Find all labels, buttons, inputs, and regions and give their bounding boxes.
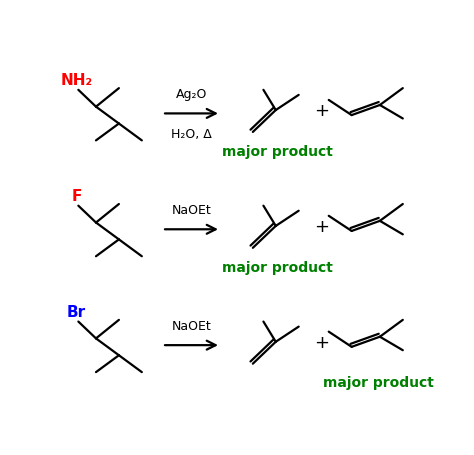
Text: NaOEt: NaOEt	[172, 203, 211, 217]
Text: NaOEt: NaOEt	[172, 319, 211, 332]
Text: +: +	[314, 217, 329, 235]
Text: Br: Br	[67, 304, 86, 319]
Text: major product: major product	[222, 144, 333, 158]
Text: Ag₂O: Ag₂O	[176, 88, 207, 101]
Text: NH₂: NH₂	[61, 73, 92, 88]
Text: +: +	[314, 333, 329, 351]
Text: +: +	[314, 102, 329, 120]
Text: F: F	[71, 188, 82, 203]
Text: major product: major product	[323, 376, 434, 389]
Text: major product: major product	[222, 260, 333, 274]
Text: H₂O, Δ: H₂O, Δ	[171, 127, 212, 141]
